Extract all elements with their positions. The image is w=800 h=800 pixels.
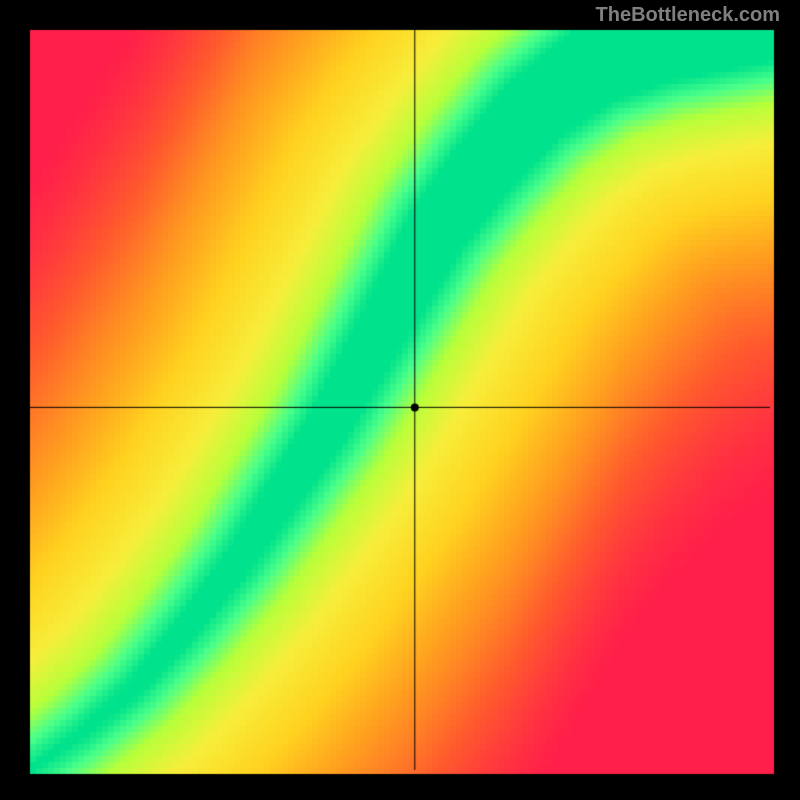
watermark-text: TheBottleneck.com [596,4,780,27]
chart-container: TheBottleneck.com [0,0,800,800]
heatmap-canvas [0,0,800,800]
